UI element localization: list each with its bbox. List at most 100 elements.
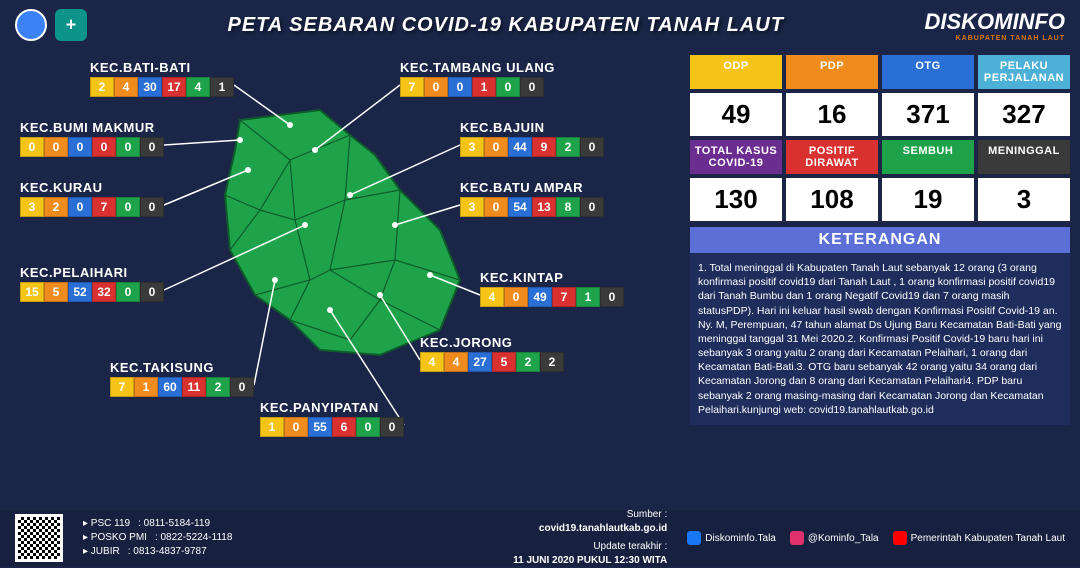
cell: 4: [420, 352, 444, 372]
cell: 0: [68, 197, 92, 217]
cell: 5: [492, 352, 516, 372]
stat-head: PELAKU PERJALANAN: [978, 55, 1070, 89]
cell: 0: [484, 137, 508, 157]
contacts: ▸ PSC 119: 0811-5184-119▸ POSKO PMI: 082…: [83, 517, 232, 559]
logos: [15, 9, 87, 41]
cell: 3: [460, 197, 484, 217]
social-label: @Kominfo_Tala: [808, 533, 879, 544]
stat-head: MENINGGAL: [978, 140, 1070, 174]
cell: 44: [508, 137, 532, 157]
contact-row: ▸ POSKO PMI: 0822-5224-1118: [83, 531, 232, 545]
district-kec-kintap: KEC.KINTAP 4049710: [480, 270, 624, 307]
legend-body: 1. Total meninggal di Kabupaten Tanah La…: [690, 253, 1070, 425]
cell: 0: [380, 417, 404, 437]
district-kec-panyipatan: KEC.PANYIPATAN1055600: [260, 400, 404, 437]
stat-value: 16: [786, 93, 878, 136]
contact-row: ▸ PSC 119: 0811-5184-119: [83, 517, 232, 531]
district-cells: 000000: [20, 137, 164, 157]
district-name: KEC.BAJUIN: [460, 120, 604, 135]
district-cells: 700100: [400, 77, 555, 97]
cell: 0: [448, 77, 472, 97]
cell: 0: [600, 287, 624, 307]
cell: 0: [92, 137, 116, 157]
social-icon: [790, 531, 804, 545]
cell: 2: [90, 77, 114, 97]
cell: 4: [186, 77, 210, 97]
social-item[interactable]: Pemerintah Kabupaten Tanah Laut: [893, 531, 1065, 545]
footer: ▸ PSC 119: 0811-5184-119▸ POSKO PMI: 082…: [0, 510, 1080, 566]
district-name: KEC.PELAIHARI: [20, 265, 164, 280]
district-kec-pelaihari: KEC.PELAIHARI 155523200: [20, 265, 164, 302]
cell: 15: [20, 282, 44, 302]
cell: 1: [134, 377, 158, 397]
district-name: KEC.TAKISUNG: [110, 360, 254, 375]
cell: 2: [540, 352, 564, 372]
district-cells: 30541380: [460, 197, 604, 217]
district-kec-jorong: KEC.JORONG4427522: [420, 335, 564, 372]
social-icon: [893, 531, 907, 545]
cell: 0: [20, 137, 44, 157]
stat-head: TOTAL KASUS COVID-19: [690, 140, 782, 174]
cell: 0: [116, 282, 140, 302]
cell: 60: [158, 377, 182, 397]
stat-value: 371: [882, 93, 974, 136]
cell: 0: [140, 282, 164, 302]
district-cells: 24301741: [90, 77, 234, 97]
stat-value: 49: [690, 93, 782, 136]
cell: 1: [260, 417, 284, 437]
stat-head: OTG: [882, 55, 974, 89]
district-name: KEC.KURAU: [20, 180, 164, 195]
stat-head: ODP: [690, 55, 782, 89]
cell: 32: [92, 282, 116, 302]
cell: 2: [556, 137, 580, 157]
district-cells: 3044920: [460, 137, 604, 157]
brand-block: DISKOMINFO KABUPATEN TANAH LAUT: [924, 9, 1065, 42]
cell: 6: [332, 417, 356, 437]
district-name: KEC.BATU AMPAR: [460, 180, 604, 195]
district-name: KEC.KINTAP: [480, 270, 624, 285]
district-cells: 71601120: [110, 377, 254, 397]
region-logo: [15, 9, 47, 41]
legend-title: KETERANGAN: [690, 227, 1070, 253]
cell: 5: [44, 282, 68, 302]
cell: 11: [182, 377, 206, 397]
district-kec-takisung: KEC.TAKISUNG71601120: [110, 360, 254, 397]
cell: 7: [400, 77, 424, 97]
district-cells: 4049710: [480, 287, 624, 307]
cell: 0: [520, 77, 544, 97]
district-name: KEC.JORONG: [420, 335, 564, 350]
cell: 0: [140, 137, 164, 157]
social-links: Diskominfo.Tala @Kominfo_Tala Pemerintah K…: [687, 531, 1065, 545]
social-item[interactable]: Diskominfo.Tala: [687, 531, 776, 545]
district-kec-kurau: KEC.KURAU320700: [20, 180, 164, 217]
district-name: KEC.PANYIPATAN: [260, 400, 404, 415]
cell: 0: [230, 377, 254, 397]
update-label: Update terakhir :: [593, 541, 667, 552]
district-name: KEC.TAMBANG ULANG: [400, 60, 555, 75]
cell: 1: [210, 77, 234, 97]
update-value: 11 JUNI 2020 PUKUL 12:30 WITA: [513, 555, 667, 566]
cell: 0: [68, 137, 92, 157]
district-kec-tambang-ulang: KEC.TAMBANG ULANG700100: [400, 60, 555, 97]
cell: 54: [508, 197, 532, 217]
brand-subtitle: KABUPATEN TANAH LAUT: [924, 35, 1065, 42]
district-kec-bati-bati: KEC.BATI-BATI24301741: [90, 60, 234, 97]
cell: 0: [504, 287, 528, 307]
qr-code: [15, 514, 63, 562]
source-value: covid19.tanahlautkab.go.id: [539, 523, 667, 534]
cell: 8: [556, 197, 580, 217]
social-label: Diskominfo.Tala: [705, 533, 776, 544]
cell: 17: [162, 77, 186, 97]
cell: 0: [116, 137, 140, 157]
cell: 0: [356, 417, 380, 437]
district-cells: 155523200: [20, 282, 164, 302]
cell: 7: [92, 197, 116, 217]
social-item[interactable]: @Kominfo_Tala: [790, 531, 879, 545]
district-kec-bumi-makmur: KEC.BUMI MAKMUR000000: [20, 120, 164, 157]
stat-head: PDP: [786, 55, 878, 89]
header: PETA SEBARAN COVID-19 KABUPATEN TANAH LA…: [0, 0, 1080, 50]
cell: 0: [580, 197, 604, 217]
stats-panel: ODPPDPOTGPELAKU PERJALANAN4916371327 TOT…: [680, 50, 1080, 510]
source-label: Sumber :: [627, 509, 668, 520]
cell: 2: [44, 197, 68, 217]
